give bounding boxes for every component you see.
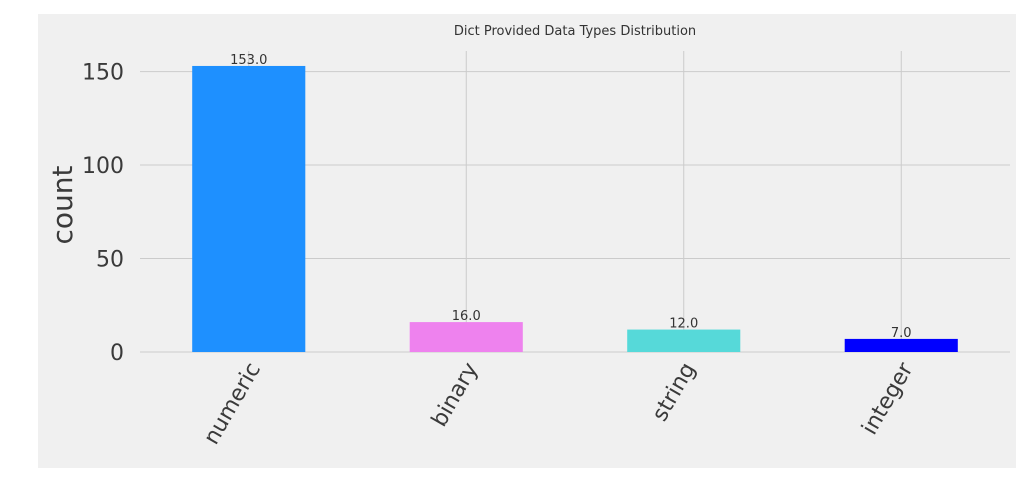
- bar-numeric: [192, 65, 306, 353]
- bar-value-label: 7.0: [891, 326, 912, 341]
- y-axis-ticks: 0 50 100 150: [82, 61, 124, 366]
- bars: [192, 65, 958, 353]
- bar-binary: [409, 322, 523, 352]
- bar-string: [627, 329, 741, 352]
- y-tick-label: 50: [96, 248, 124, 273]
- y-tick-label: 150: [82, 61, 124, 86]
- plot-area: [38, 14, 1016, 468]
- bar-value-label: 12.0: [669, 317, 698, 332]
- bar-integer: [844, 338, 958, 352]
- y-tick-label: 100: [82, 154, 124, 179]
- y-tick-label: 0: [110, 341, 124, 366]
- bar-value-label: 153.0: [230, 53, 267, 68]
- bar-value-label: 16.0: [452, 309, 481, 324]
- bar-value-labels: 153.0 16.0 12.0 7.0: [230, 53, 911, 341]
- chart-title: Dict Provided Data Types Distribution: [454, 24, 696, 39]
- y-axis-label: count: [46, 165, 79, 244]
